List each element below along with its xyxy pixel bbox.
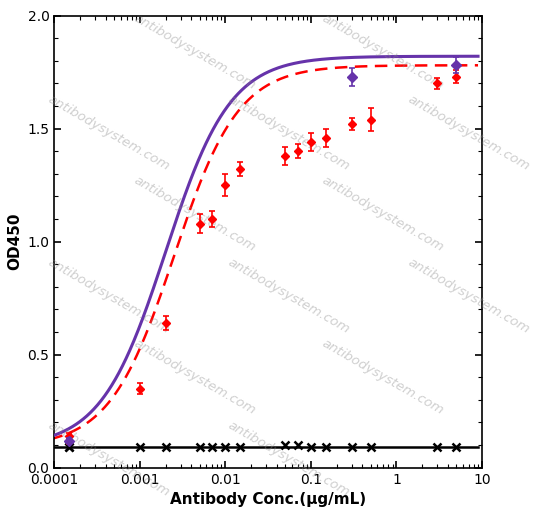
Text: antibodysystem.com: antibodysystem.com — [225, 255, 352, 336]
Text: antibodysystem.com: antibodysystem.com — [320, 337, 446, 417]
Text: antibodysystem.com: antibodysystem.com — [320, 174, 446, 255]
Text: antibodysystem.com: antibodysystem.com — [131, 174, 258, 255]
Text: antibodysystem.com: antibodysystem.com — [46, 418, 172, 499]
Text: antibodysystem.com: antibodysystem.com — [131, 11, 258, 92]
Text: antibodysystem.com: antibodysystem.com — [46, 255, 172, 336]
Text: antibodysystem.com: antibodysystem.com — [225, 93, 352, 173]
Y-axis label: OD450: OD450 — [7, 213, 22, 270]
Text: antibodysystem.com: antibodysystem.com — [405, 255, 531, 336]
X-axis label: Antibody Conc.(μg/mL): Antibody Conc.(μg/mL) — [170, 492, 366, 507]
Text: antibodysystem.com: antibodysystem.com — [405, 93, 531, 173]
Text: antibodysystem.com: antibodysystem.com — [131, 337, 258, 417]
Text: antibodysystem.com: antibodysystem.com — [225, 418, 352, 499]
Text: antibodysystem.com: antibodysystem.com — [46, 93, 172, 173]
Text: antibodysystem.com: antibodysystem.com — [320, 11, 446, 92]
